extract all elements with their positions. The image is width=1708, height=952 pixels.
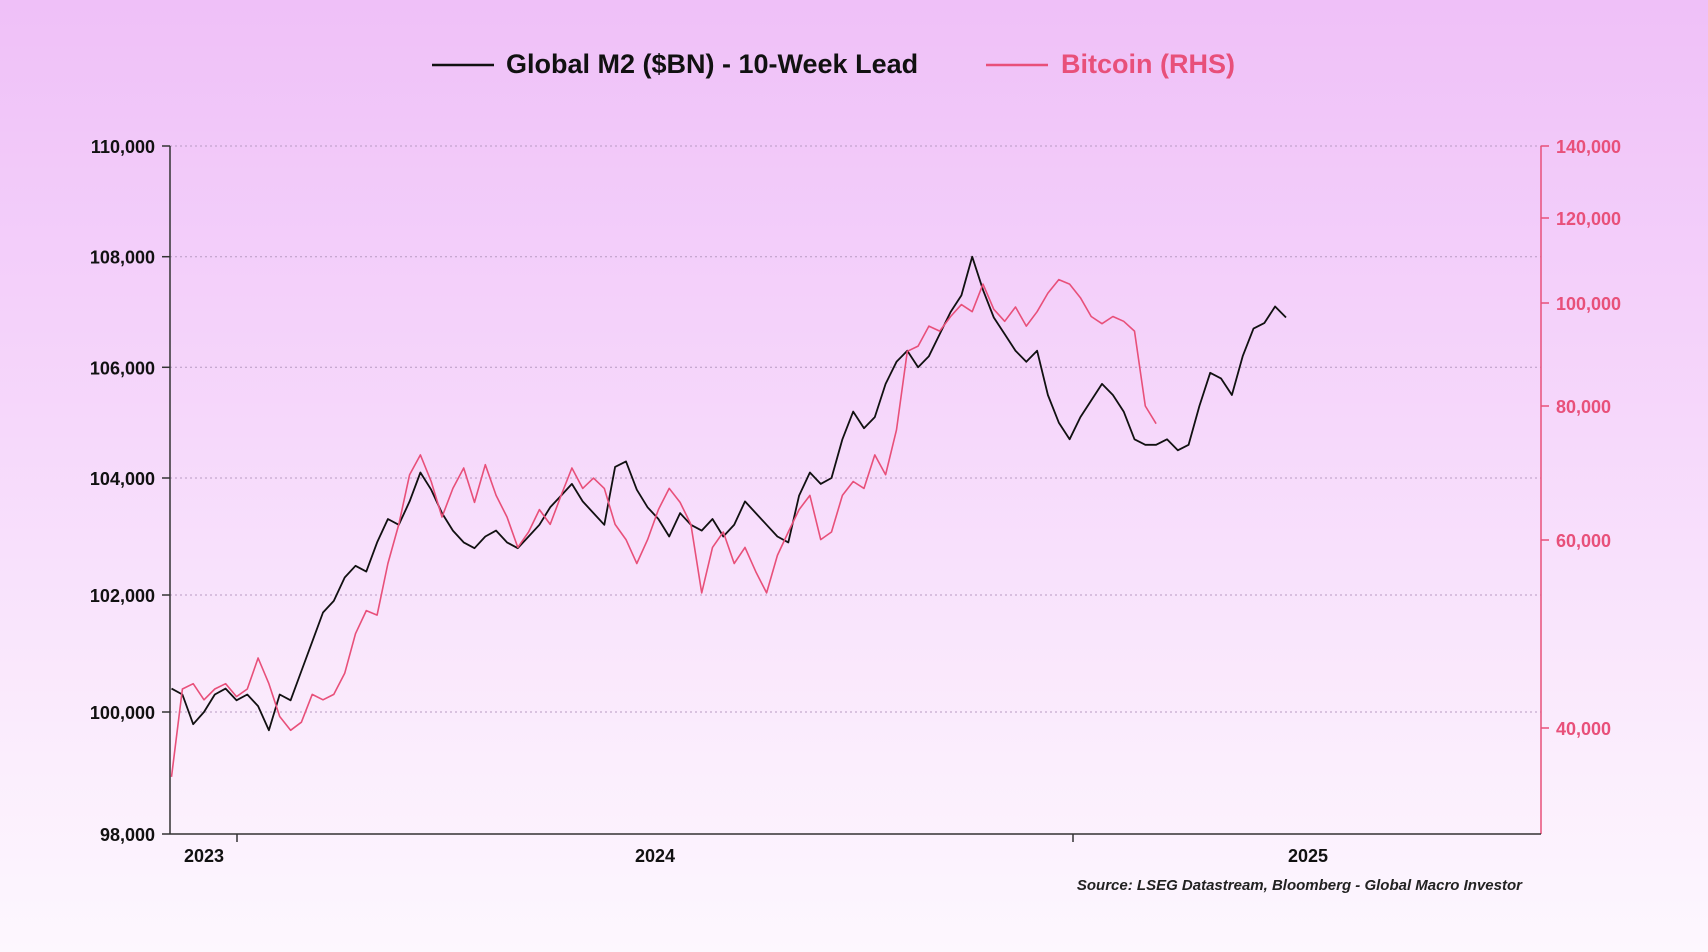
left-axis-ticks: 110,000 108,000 106,000 104,000 102,000 … xyxy=(90,137,170,845)
x-axis-ticks: 2023 2024 2025 xyxy=(184,834,1328,866)
left-tick-label: 106,000 xyxy=(90,358,155,378)
series-line-global-m2 xyxy=(171,255,1287,732)
series-line-bitcoin xyxy=(170,278,1157,777)
left-tick-label: 100,000 xyxy=(90,703,155,723)
left-tick-label: 102,000 xyxy=(90,586,155,606)
source-note: Source: LSEG Datastream, Bloomberg - Glo… xyxy=(1077,877,1523,894)
legend: Global M2 ($BN) - 10-Week Lead Bitcoin (… xyxy=(432,49,1235,79)
legend-label-bitcoin: Bitcoin (RHS) xyxy=(1061,49,1235,79)
legend-label-m2: Global M2 ($BN) - 10-Week Lead xyxy=(506,49,918,79)
right-tick-label: 120,000 xyxy=(1556,209,1621,229)
x-tick-label-2025: 2025 xyxy=(1288,846,1328,866)
gridlines xyxy=(170,145,1541,713)
right-tick-label: 60,000 xyxy=(1556,531,1611,551)
x-tick-label-2024: 2024 xyxy=(635,846,675,866)
x-tick-label-2023: 2023 xyxy=(184,846,224,866)
left-tick-label: 110,000 xyxy=(91,137,155,157)
right-axis-ticks: 140,000 120,000 100,000 80,000 60,000 40… xyxy=(1541,137,1621,739)
left-tick-label: 98,000 xyxy=(100,825,155,845)
left-tick-label: 104,000 xyxy=(90,469,155,489)
right-tick-label: 100,000 xyxy=(1556,294,1621,314)
right-tick-label: 80,000 xyxy=(1556,397,1611,417)
right-tick-label: 140,000 xyxy=(1556,137,1621,157)
right-tick-label: 40,000 xyxy=(1556,719,1611,739)
left-tick-label: 108,000 xyxy=(90,248,155,268)
